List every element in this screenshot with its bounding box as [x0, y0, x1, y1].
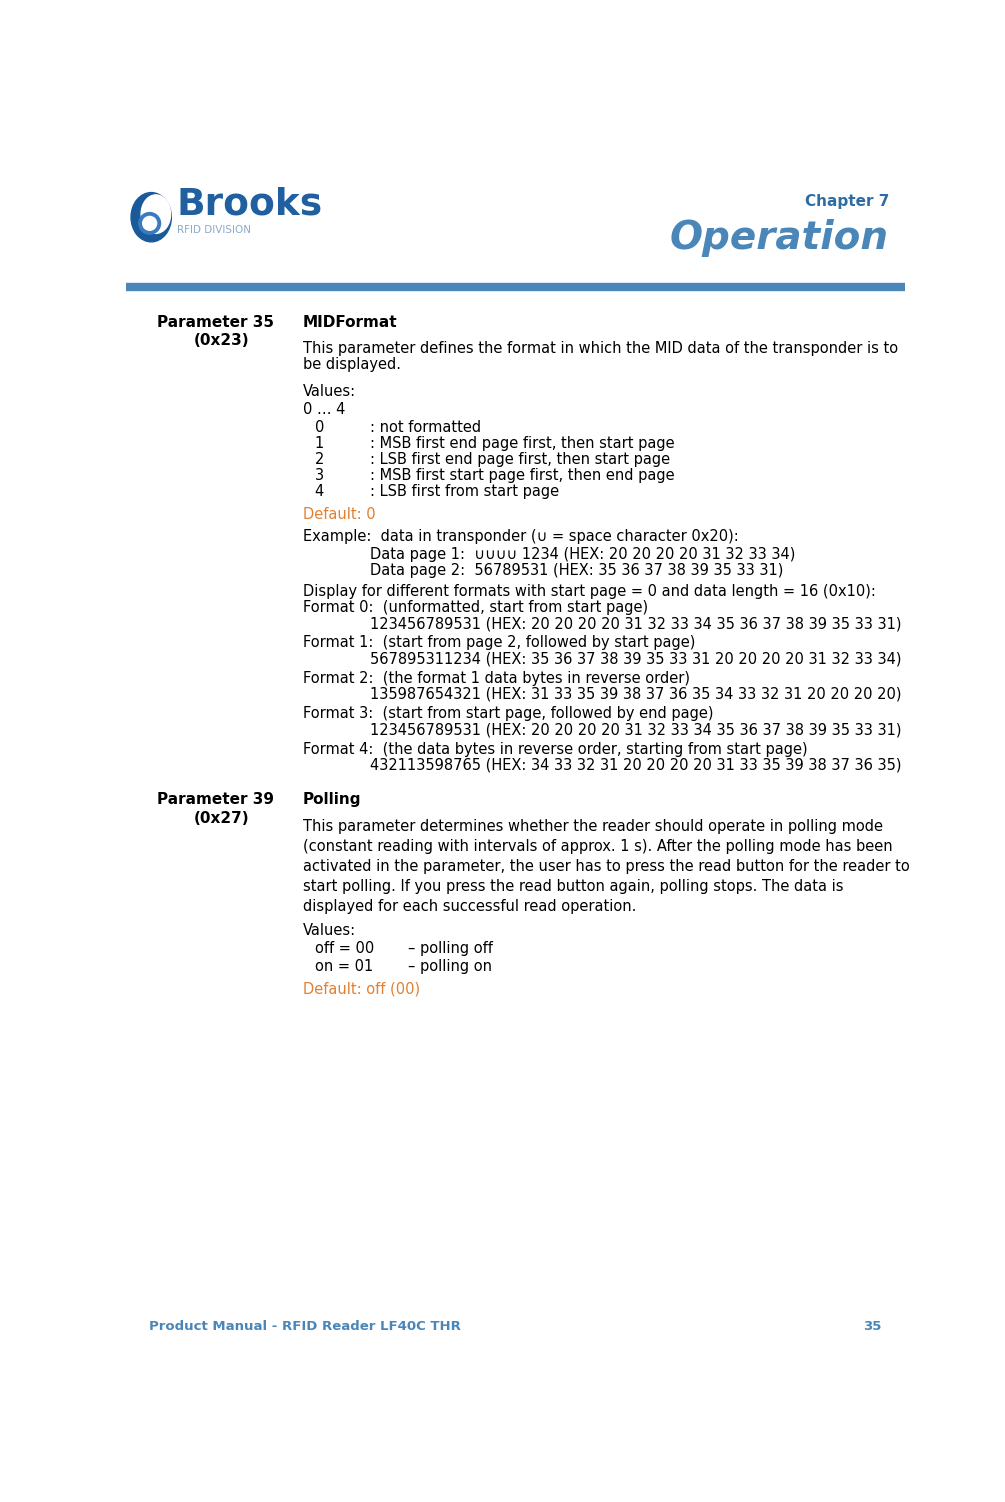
Text: : LSB first from start page: : LSB first from start page [370, 484, 559, 499]
Text: Format 2:  (the format 1 data bytes in reverse order): Format 2: (the format 1 data bytes in re… [304, 671, 690, 686]
Text: 567895311234 (HEX: 35 36 37 38 39 35 33 31 20 20 20 20 31 32 33 34): 567895311234 (HEX: 35 36 37 38 39 35 33 … [370, 652, 901, 667]
Text: Polling: Polling [304, 793, 362, 808]
Ellipse shape [131, 192, 171, 242]
Text: 0: 0 [315, 419, 324, 434]
Ellipse shape [139, 213, 161, 234]
Text: 35: 35 [863, 1320, 881, 1332]
Text: 0 … 4: 0 … 4 [304, 403, 346, 418]
Text: 1: 1 [315, 436, 324, 451]
Text: : LSB first end page first, then start page: : LSB first end page first, then start p… [370, 452, 670, 467]
Text: on = 01: on = 01 [315, 958, 373, 973]
Text: 2: 2 [315, 452, 324, 467]
Text: This parameter determines whether the reader should operate in polling mode: This parameter determines whether the re… [304, 819, 883, 834]
Text: Values:: Values: [304, 385, 356, 400]
Text: 3: 3 [315, 469, 324, 484]
Text: RFID DIVISION: RFID DIVISION [177, 225, 251, 234]
Text: Default: off (00): Default: off (00) [304, 981, 420, 996]
Text: Display for different formats with start page = 0 and data length = 16 (0x10):: Display for different formats with start… [304, 584, 876, 599]
Text: (0x27): (0x27) [194, 811, 249, 826]
Text: off = 00: off = 00 [315, 940, 374, 955]
Text: (constant reading with intervals of approx. 1 s). After the polling mode has bee: (constant reading with intervals of appr… [304, 838, 892, 853]
Text: MIDFormat: MIDFormat [304, 315, 398, 330]
Text: Format 1:  (start from page 2, followed by start page): Format 1: (start from page 2, followed b… [304, 635, 695, 650]
Text: – polling on: – polling on [408, 958, 491, 973]
Ellipse shape [141, 195, 171, 233]
Text: Format 0:  (unformatted, start from start page): Format 0: (unformatted, start from start… [304, 599, 648, 614]
Bar [126, 284, 904, 290]
Text: be displayed.: be displayed. [304, 357, 401, 372]
Text: 123456789531 (HEX: 20 20 20 20 31 32 33 34 35 36 37 38 39 35 33 31): 123456789531 (HEX: 20 20 20 20 31 32 33 … [370, 722, 901, 737]
Text: Example:  data in transponder (∪ = space character 0x20):: Example: data in transponder (∪ = space … [304, 529, 739, 544]
Text: 4: 4 [315, 484, 324, 499]
Text: Data page 2:  56789531 (HEX: 35 36 37 38 39 35 33 31): Data page 2: 56789531 (HEX: 35 36 37 38 … [370, 563, 783, 578]
Text: Format 4:  (the data bytes in reverse order, starting from start page): Format 4: (the data bytes in reverse ord… [304, 742, 808, 757]
Text: 432113598765 (HEX: 34 33 32 31 20 20 20 20 31 33 35 39 38 37 36 35): 432113598765 (HEX: 34 33 32 31 20 20 20 … [370, 757, 901, 772]
Text: Parameter 35: Parameter 35 [157, 315, 273, 330]
Text: Chapter 7: Chapter 7 [805, 194, 889, 209]
Text: : MSB first start page first, then end page: : MSB first start page first, then end p… [370, 469, 674, 484]
Text: Values:: Values: [304, 924, 356, 939]
Text: Parameter 39: Parameter 39 [157, 793, 273, 808]
Text: Format 3:  (start from start page, followed by end page): Format 3: (start from start page, follow… [304, 706, 714, 721]
Text: Operation: Operation [670, 219, 889, 257]
Text: displayed for each successful read operation.: displayed for each successful read opera… [304, 898, 636, 913]
Text: Product Manual - RFID Reader LF40C THR: Product Manual - RFID Reader LF40C THR [149, 1320, 460, 1332]
Text: Brooks: Brooks [176, 186, 323, 222]
Text: Data page 1:  ∪∪∪∪ 1234 (HEX: 20 20 20 20 31 32 33 34): Data page 1: ∪∪∪∪ 1234 (HEX: 20 20 20 20… [370, 547, 795, 562]
Text: (0x23): (0x23) [194, 333, 249, 348]
Ellipse shape [143, 216, 157, 230]
Text: This parameter defines the format in which the MID data of the transponder is to: This parameter defines the format in whi… [304, 341, 898, 356]
Text: start polling. If you press the read button again, polling stops. The data is: start polling. If you press the read but… [304, 879, 843, 894]
Text: 123456789531 (HEX: 20 20 20 20 31 32 33 34 35 36 37 38 39 35 33 31): 123456789531 (HEX: 20 20 20 20 31 32 33 … [370, 616, 901, 631]
Text: activated in the parameter, the user has to press the read button for the reader: activated in the parameter, the user has… [304, 859, 910, 874]
Text: – polling off: – polling off [408, 940, 492, 955]
Text: : MSB first end page first, then start page: : MSB first end page first, then start p… [370, 436, 674, 451]
Text: Default: 0: Default: 0 [304, 506, 376, 521]
Text: 135987654321 (HEX: 31 33 35 39 38 37 36 35 34 33 32 31 20 20 20 20): 135987654321 (HEX: 31 33 35 39 38 37 36 … [370, 686, 901, 701]
Text: : not formatted: : not formatted [370, 419, 480, 434]
